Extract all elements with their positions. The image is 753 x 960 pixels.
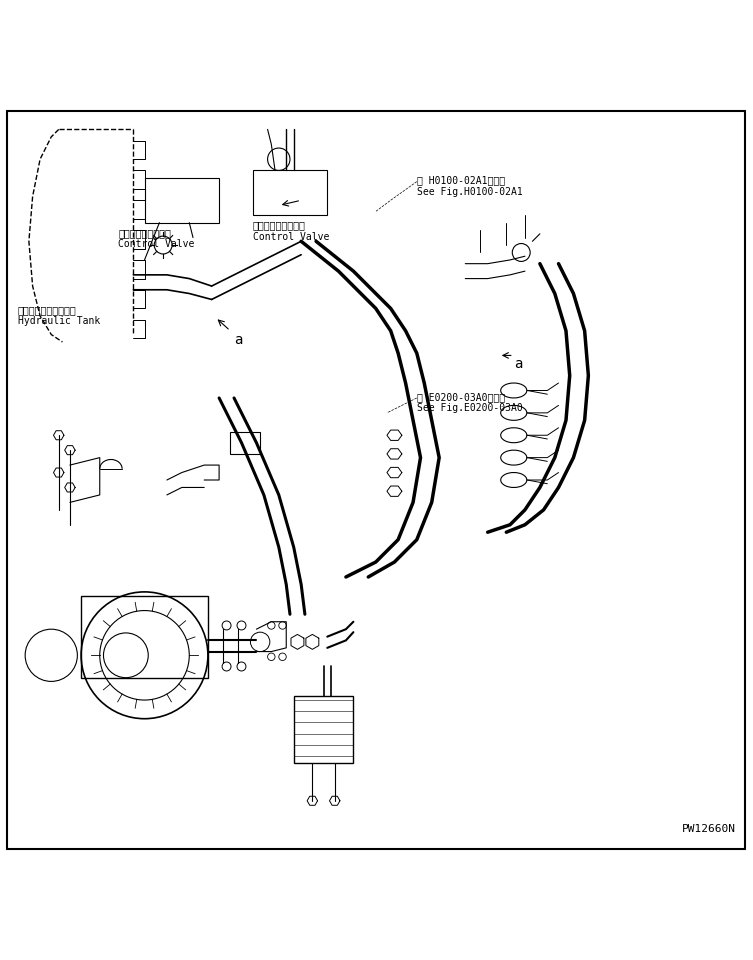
- Text: 第 H0100-02A1図参照: 第 H0100-02A1図参照: [417, 176, 505, 185]
- Text: Hydraulic Tank: Hydraulic Tank: [18, 316, 100, 325]
- Text: a: a: [514, 357, 522, 371]
- Text: コントロールバルブ: コントロールバルブ: [118, 228, 171, 238]
- Text: a: a: [234, 333, 242, 348]
- Text: ハイドロリックタンク: ハイドロリックタンク: [18, 304, 77, 315]
- Bar: [253, 171, 328, 215]
- Text: Control Valve: Control Valve: [253, 231, 329, 242]
- Text: 第 E0200-03A0図参照: 第 E0200-03A0図参照: [417, 392, 505, 402]
- Bar: [230, 431, 260, 454]
- Text: コントロールバルブ: コントロールバルブ: [253, 221, 306, 230]
- Bar: [81, 595, 208, 678]
- Text: PW12660N: PW12660N: [681, 825, 736, 834]
- Text: See Fig.H0100-02A1: See Fig.H0100-02A1: [417, 187, 523, 197]
- Text: See Fig.E0200-03A0: See Fig.E0200-03A0: [417, 403, 523, 413]
- Bar: [294, 696, 353, 763]
- Text: Control Valve: Control Valve: [118, 239, 195, 249]
- Bar: [145, 178, 219, 223]
